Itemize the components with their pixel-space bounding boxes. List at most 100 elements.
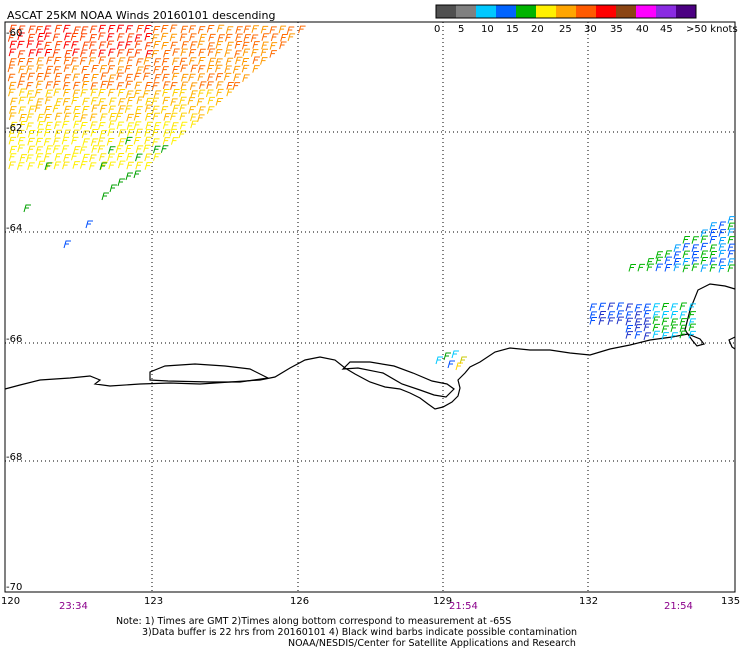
wind-barb: [144, 129, 152, 137]
time-label-1: 23:34: [59, 601, 88, 612]
wind-barb: [198, 56, 206, 65]
wind-barb: [107, 48, 116, 57]
wind-barb: [35, 146, 44, 155]
legend-label-15: 15: [506, 24, 519, 35]
wind-barb: [117, 57, 126, 65]
wind-barb: [188, 106, 196, 114]
note-line-1: Note: 1) Times are GMT 2)Times along bot…: [116, 616, 511, 627]
wind-barb: [661, 325, 669, 334]
wind-barb: [116, 41, 125, 50]
wind-barb: [136, 66, 144, 75]
wind-barb: [197, 65, 206, 73]
wind-barb: [709, 264, 717, 272]
wind-barb: [144, 162, 153, 170]
wind-barb: [197, 40, 205, 49]
legend-swatch: [556, 5, 576, 18]
wind-barb: [19, 120, 27, 129]
lon-label-126: 126: [290, 596, 309, 607]
legend-label-20: 20: [531, 24, 544, 35]
wind-barb: [625, 303, 633, 312]
wind-barb: [17, 129, 25, 138]
wind-barb: [241, 41, 250, 50]
wind-barb: [79, 33, 88, 41]
wind-barbs: [7, 24, 735, 371]
lon-label-129: 129: [433, 596, 452, 607]
wind-barb: [90, 129, 98, 137]
wind-barb: [287, 33, 296, 42]
map-title: ASCAT 25KM NOAA Winds 20160101 descendin…: [7, 9, 275, 22]
wind-barb: [270, 33, 279, 42]
wind-barb: [243, 25, 251, 34]
wind-barb: [90, 97, 99, 105]
wind-barb: [679, 324, 687, 333]
wind-barb: [124, 65, 133, 73]
wind-barb: [34, 89, 43, 97]
wind-barb: [144, 136, 152, 145]
wind-barb: [106, 81, 115, 89]
wind-barb: [691, 236, 699, 244]
wind-barb: [117, 160, 126, 169]
wind-barb: [116, 72, 124, 81]
wind-barb: [108, 120, 116, 129]
wind-barb: [260, 57, 268, 65]
legend-swatch: [476, 5, 496, 18]
wind-barb: [727, 216, 735, 224]
wind-barb: [71, 96, 79, 105]
wind-barb: [107, 24, 116, 33]
wind-barb: [188, 49, 197, 57]
wind-barb: [72, 48, 80, 57]
wind-barb: [679, 311, 687, 319]
wind-barb: [179, 112, 187, 121]
time-label-3: 21:54: [664, 601, 693, 612]
wind-barb: [207, 96, 216, 105]
wind-barb: [89, 25, 98, 34]
wind-barb: [451, 350, 459, 359]
wind-barb: [135, 161, 143, 170]
wind-barb: [53, 161, 62, 170]
wind-barb: [100, 80, 108, 89]
wind-barb: [81, 105, 90, 114]
wind-barb: [679, 318, 687, 326]
wind-barb: [215, 64, 223, 73]
wind-barb: [670, 332, 678, 340]
legend-swatch: [676, 5, 696, 18]
wind-barb: [109, 184, 117, 193]
wind-barb: [109, 112, 117, 121]
pass-time-labels: 23:34 21:54 21:54: [59, 601, 693, 612]
wind-barb: [116, 82, 125, 90]
wind-barb: [188, 25, 196, 34]
wind-barb: [443, 352, 451, 361]
wind-barb: [607, 311, 615, 319]
wind-barb: [27, 96, 36, 105]
wind-barb: [169, 33, 178, 42]
wind-barb: [106, 40, 115, 49]
wind-barb: [661, 332, 669, 340]
wind-barb: [116, 121, 125, 130]
legend-label-25: 25: [559, 24, 572, 35]
wind-barb: [625, 311, 633, 320]
wind-barb: [643, 332, 651, 341]
wind-barb: [190, 120, 198, 129]
wind-barb: [208, 57, 216, 66]
wind-barb: [125, 90, 134, 99]
wind-barb: [637, 263, 645, 272]
wind-barb: [691, 257, 699, 265]
wind-barb: [98, 122, 106, 130]
wind-barb: [27, 162, 35, 171]
wind-barb: [152, 112, 161, 121]
wind-barb: [82, 97, 90, 106]
wind-barb: [63, 240, 71, 249]
wind-barb: [35, 48, 44, 57]
wind-barb: [118, 98, 126, 106]
wind-barb: [190, 90, 198, 99]
latitude-labels: -60 -62 -64 -66 -68 -70: [6, 28, 22, 593]
wind-barb: [27, 145, 36, 154]
wind-barb: [99, 162, 107, 171]
wind-barb: [98, 98, 106, 106]
wind-barb: [170, 82, 178, 90]
wind-barb: [62, 161, 70, 170]
wind-barb: [162, 121, 171, 129]
wind-barb: [143, 144, 151, 153]
wind-barb: [54, 72, 62, 81]
wind-barb: [205, 89, 214, 98]
